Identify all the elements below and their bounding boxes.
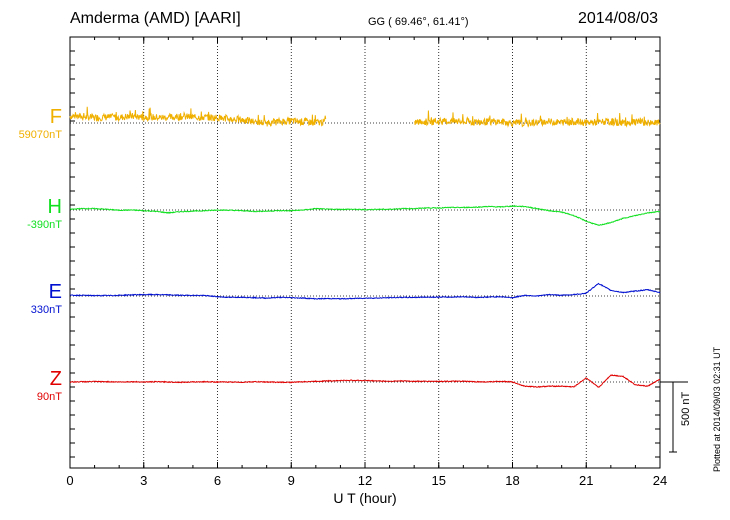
channel-baseline-e: 330nT	[30, 304, 62, 316]
channel-letter-z: Z	[49, 368, 62, 390]
station-title: Amderma (AMD) [AARI]	[70, 10, 241, 27]
channel-label-z: Z 90nT	[0, 368, 62, 403]
x-axis-label: U T (hour)	[333, 490, 397, 506]
station-coordinates: GG ( 69.46°, 61.41°)	[368, 16, 469, 28]
channel-letter-h: H	[47, 196, 62, 218]
x-tick-label: 6	[214, 473, 221, 488]
x-tick-label: 9	[288, 473, 295, 488]
channel-baseline-f: 59070nT	[18, 129, 62, 141]
x-tick-label: 3	[140, 473, 147, 488]
channel-baseline-h: -390nT	[27, 219, 62, 231]
series-line-z	[69, 374, 661, 388]
channel-baseline-z: 90nT	[36, 391, 62, 403]
plotted-timestamp: Plotted at 2014/09/03 02:31 UT	[712, 346, 722, 472]
series-line-e	[69, 282, 661, 300]
x-tick-label: 12	[358, 473, 372, 488]
scale-bar-label: 500 nT	[680, 391, 692, 426]
x-tick-label: 15	[432, 473, 446, 488]
x-tick-label: 0	[66, 473, 73, 488]
channel-label-f: F 59070nT	[0, 106, 62, 141]
chart-date: 2014/08/03	[578, 10, 659, 27]
series-line-f	[69, 106, 327, 127]
x-tick-label: 24	[653, 473, 667, 488]
x-tick-label: 21	[579, 473, 593, 488]
channel-label-e: E 330nT	[0, 281, 62, 316]
series-line-f	[414, 110, 661, 128]
channel-label-h: H -390nT	[0, 196, 62, 231]
x-tick-label: 18	[505, 473, 519, 488]
channel-letter-f: F	[49, 106, 62, 128]
series-line-h	[70, 204, 661, 227]
channel-letter-e: E	[48, 281, 62, 303]
